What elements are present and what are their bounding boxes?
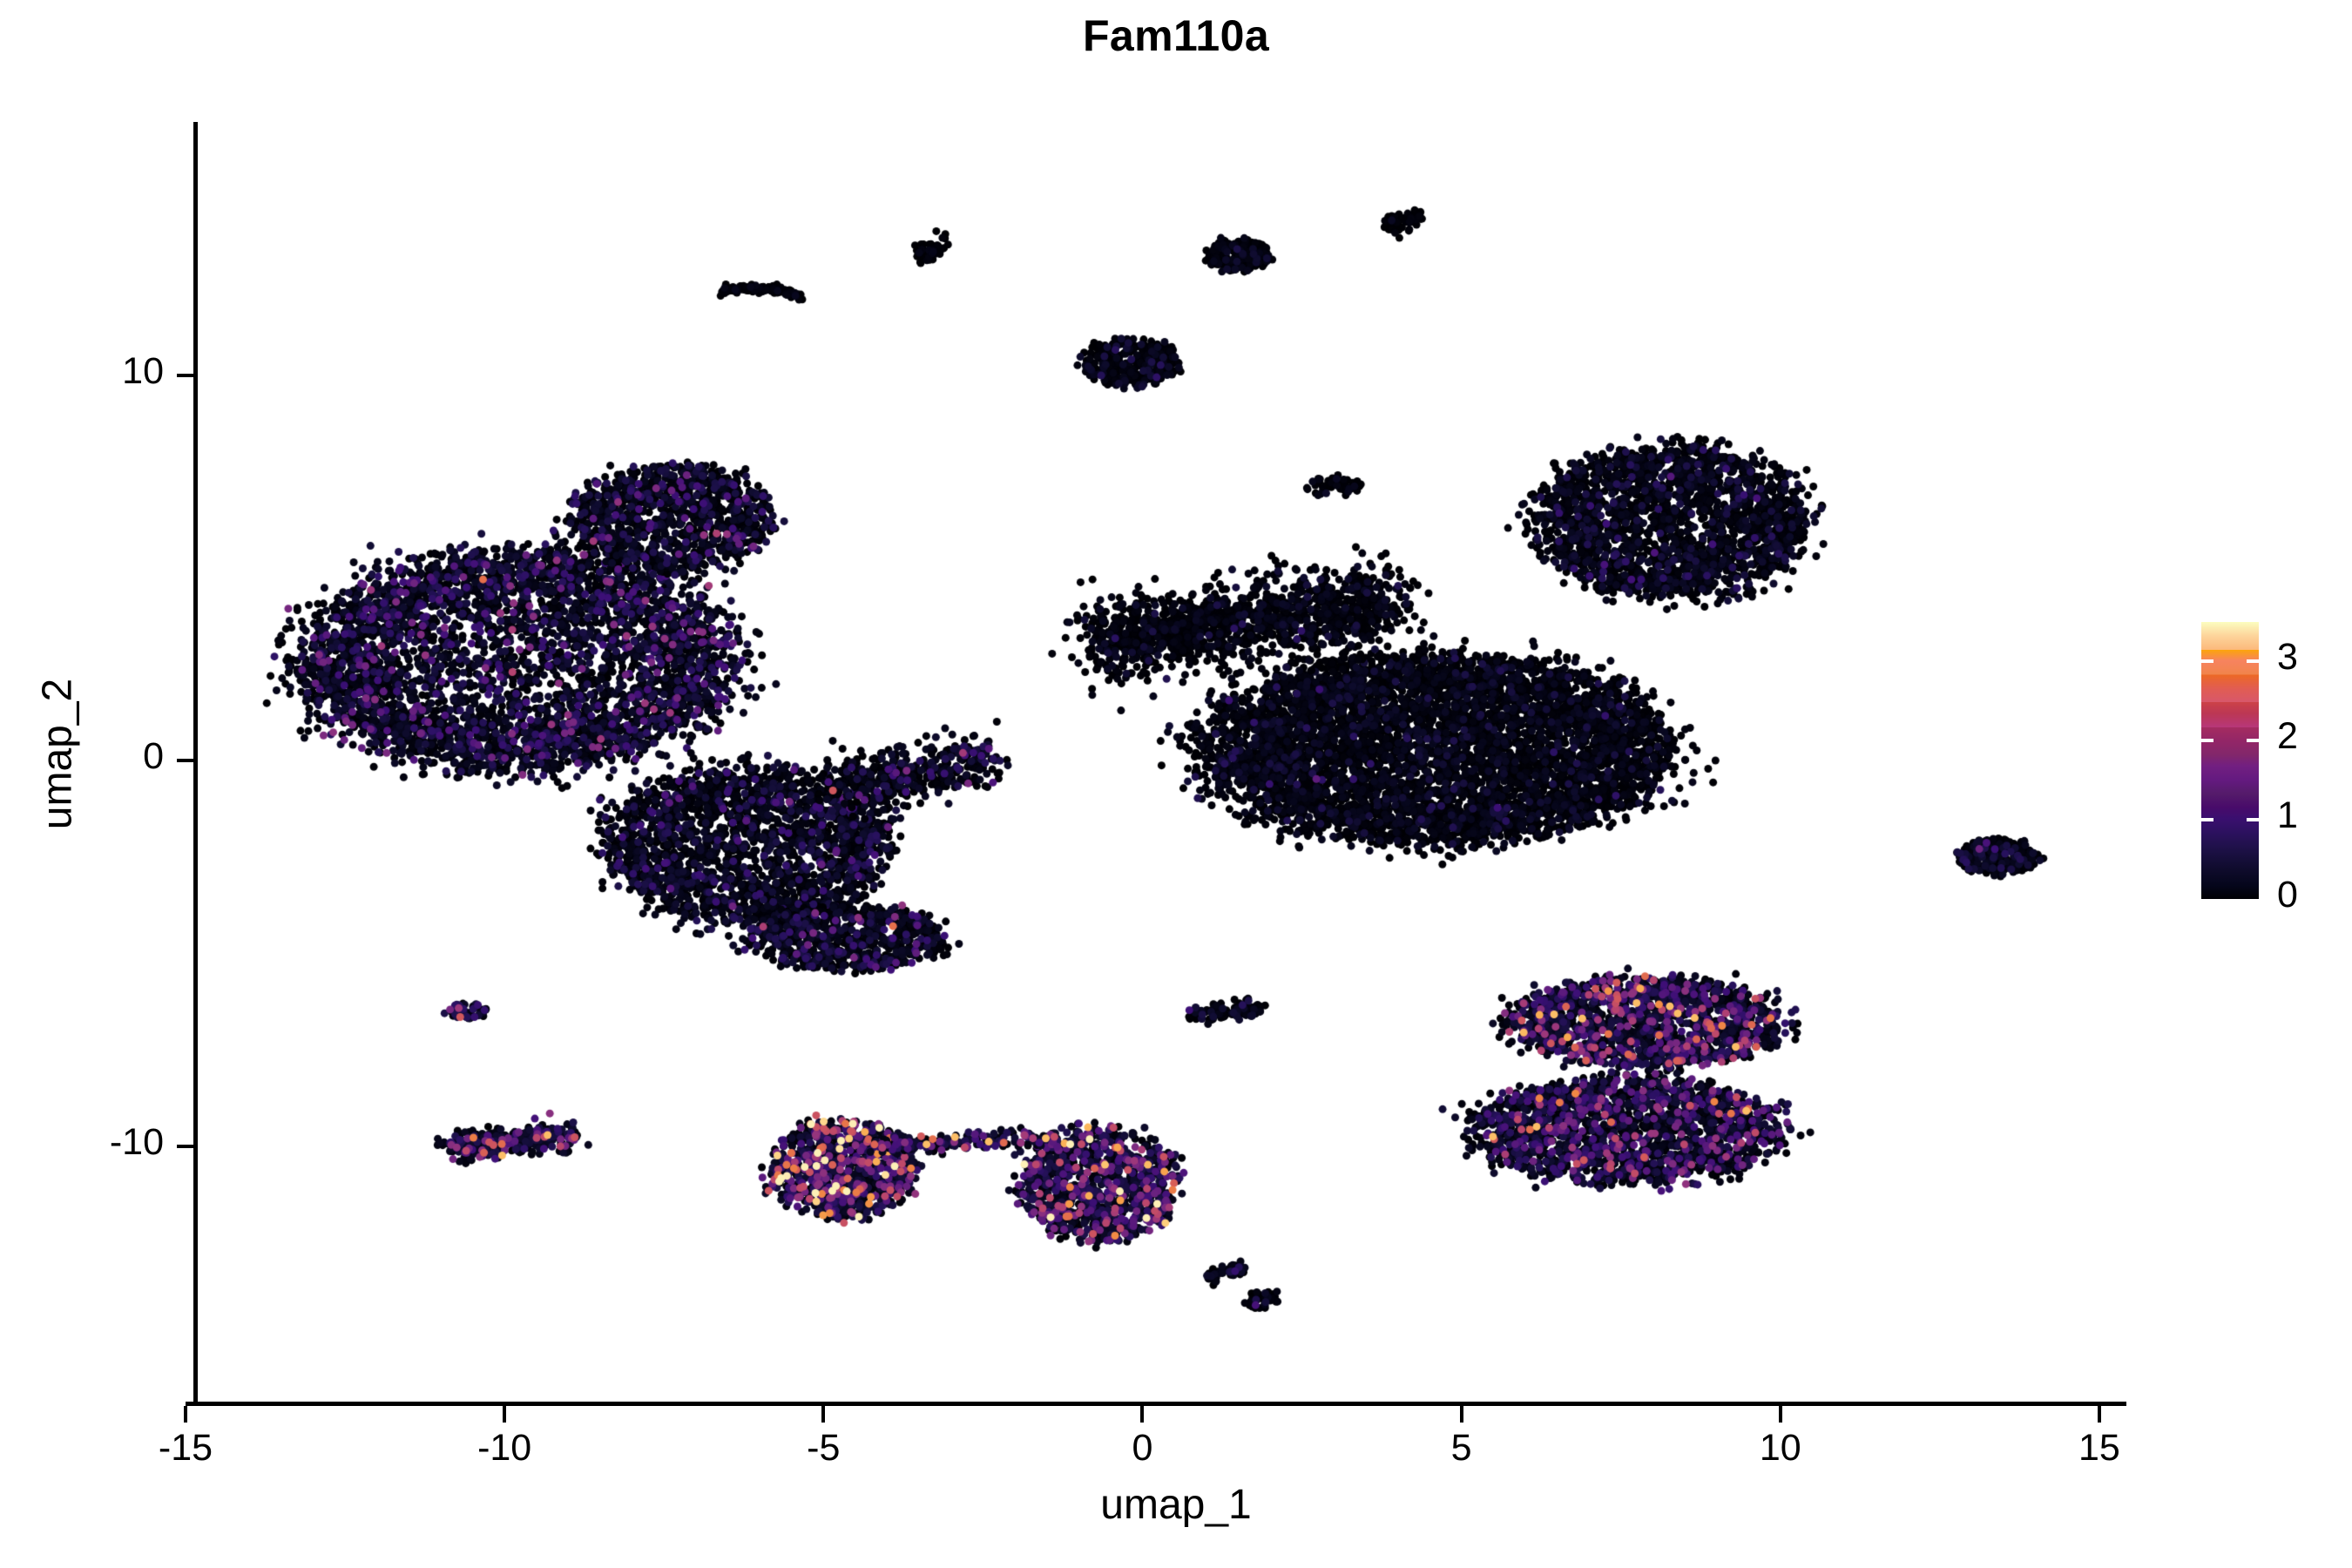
colorbar-tick-mark — [2247, 739, 2259, 743]
y-axis-label: umap_2 — [34, 678, 81, 830]
x-tick-mark — [184, 1406, 187, 1423]
x-axis-line — [186, 1402, 2126, 1406]
x-tick-label: -15 — [158, 1427, 213, 1469]
colorbar-tick-mark — [2247, 818, 2259, 822]
x-tick-label: 5 — [1450, 1427, 1472, 1469]
x-tick-mark — [821, 1406, 826, 1423]
x-tick-mark — [2097, 1406, 2101, 1423]
x-tick-mark — [503, 1406, 507, 1423]
x-tick-label: 0 — [1132, 1427, 1153, 1469]
colorbar-tick-mark — [2247, 659, 2259, 664]
x-tick-label: 10 — [1759, 1427, 1801, 1469]
colorbar-tick-label: 3 — [2277, 636, 2298, 679]
y-axis-line — [193, 122, 198, 1404]
colorbar-tick-label: 2 — [2277, 715, 2298, 758]
colorbar — [2201, 622, 2259, 899]
y-tick-label: 10 — [122, 349, 164, 392]
x-tick-mark — [1778, 1406, 1782, 1423]
colorbar-tick-mark — [2201, 739, 2213, 743]
x-tick-label: -5 — [807, 1427, 841, 1469]
y-tick-label: 0 — [143, 735, 164, 777]
colorbar-tick-label: 1 — [2277, 794, 2298, 837]
y-tick-mark — [177, 759, 193, 762]
colorbar-tick-label: 0 — [2277, 874, 2298, 916]
y-tick-label: -10 — [109, 1120, 164, 1163]
x-tick-label: -10 — [477, 1427, 532, 1469]
y-tick-mark — [177, 373, 193, 377]
colorbar-tick-mark — [2201, 659, 2213, 664]
x-tick-mark — [1140, 1406, 1145, 1423]
x-tick-label: 15 — [2078, 1427, 2120, 1469]
colorbar-tick-mark — [2201, 818, 2213, 822]
colorbar-gradient — [2201, 622, 2259, 899]
x-axis-label: umap_1 — [1100, 1482, 1252, 1528]
x-tick-mark — [1459, 1406, 1463, 1423]
y-tick-mark — [177, 1144, 193, 1148]
